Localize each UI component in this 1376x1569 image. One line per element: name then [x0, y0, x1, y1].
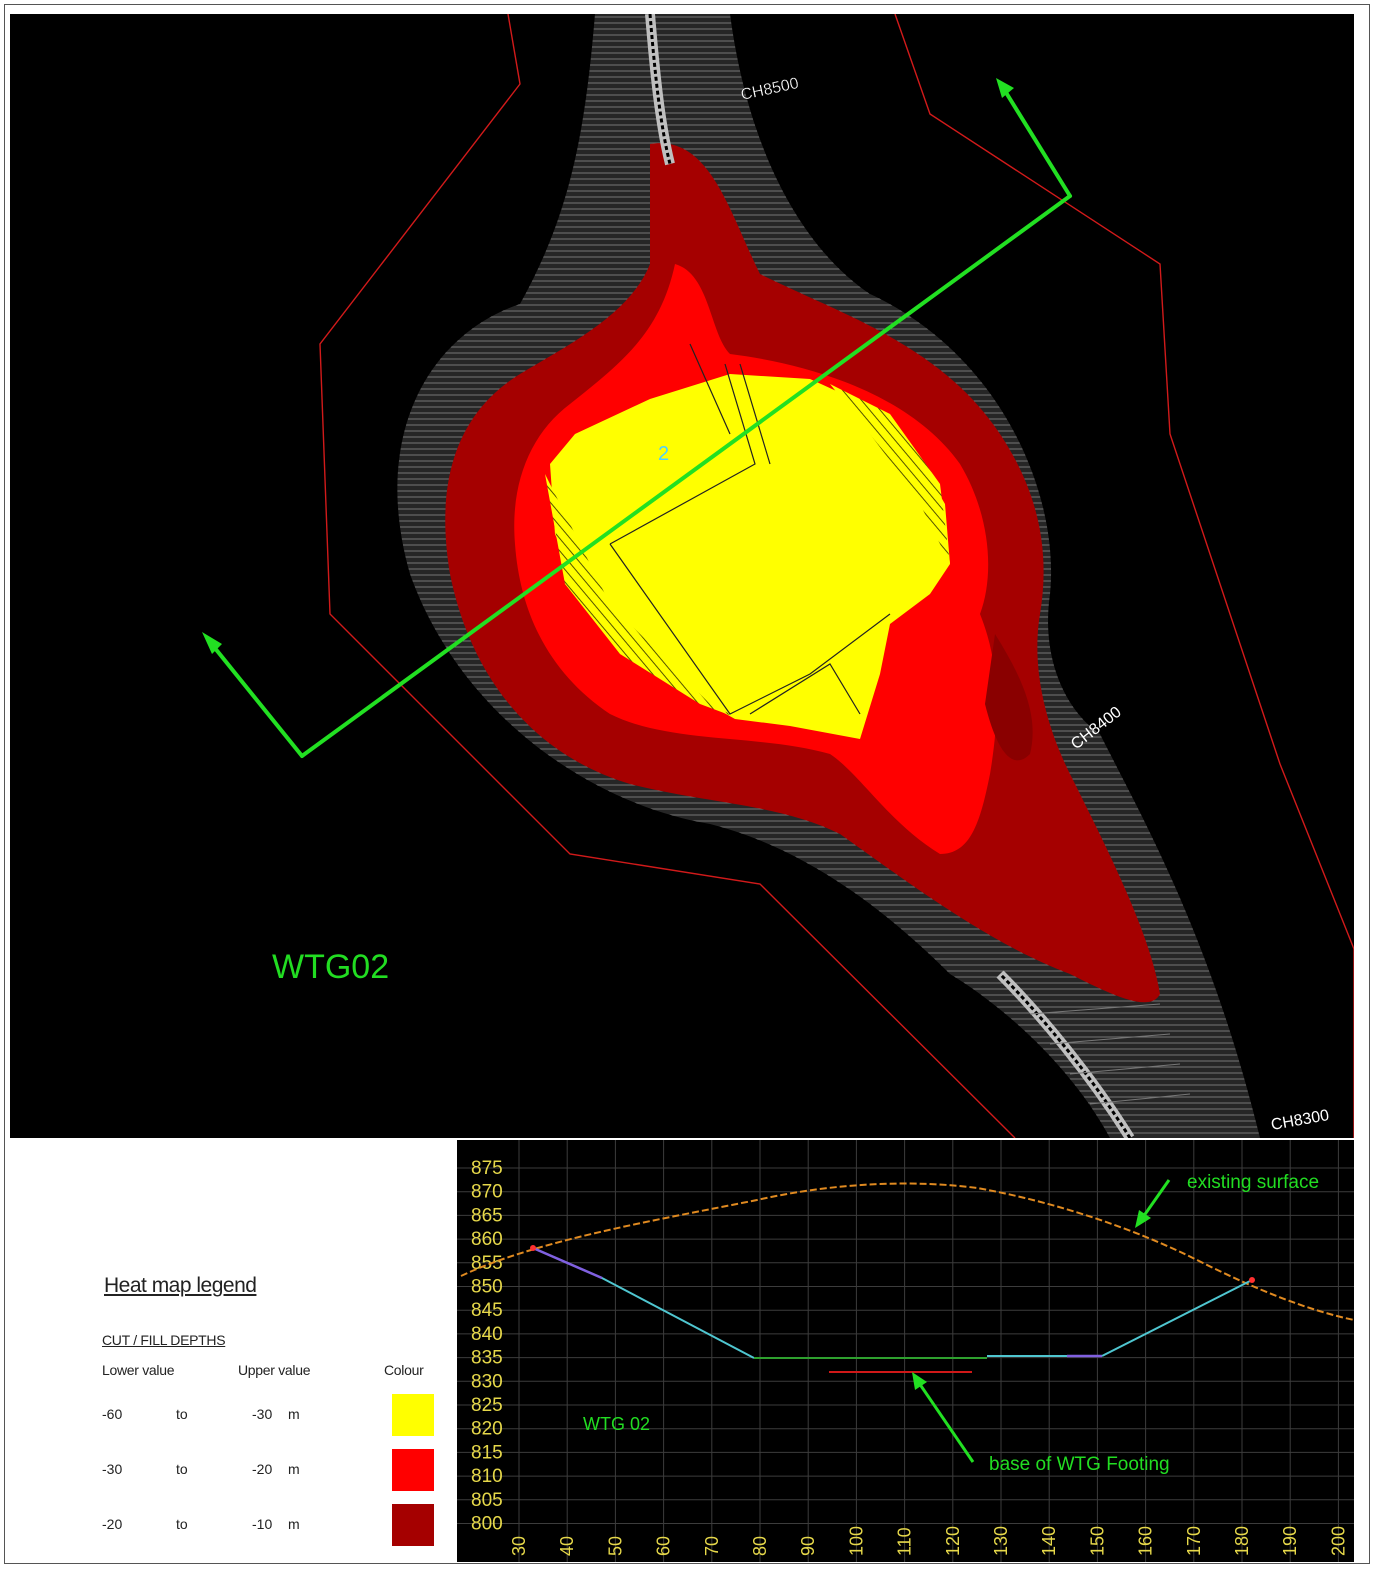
daylight-point-east — [1249, 1277, 1255, 1283]
design-batter-west-purple — [532, 1246, 603, 1280]
x-tick-label: 160 — [1136, 1526, 1156, 1556]
turbine-number: 2 — [658, 443, 669, 465]
profile-svg: 8758708658608558508458408358308258208158… — [457, 1140, 1355, 1562]
x-tick-label: 70 — [702, 1536, 722, 1556]
legend-row-1-unit: m — [288, 1406, 300, 1422]
y-tick-label: 845 — [471, 1300, 503, 1321]
profile-wtg-label: WTG 02 — [583, 1414, 650, 1434]
figure-frame — [4, 4, 1370, 1564]
section-arrow-northeast — [996, 78, 1014, 98]
legend-row-1-lower: -60 — [102, 1406, 123, 1422]
x-tick-label: 30 — [509, 1536, 529, 1556]
legend-title: Heat map legend — [104, 1274, 257, 1297]
y-tick-label: 835 — [471, 1348, 503, 1369]
y-tick-label: 810 — [471, 1466, 503, 1487]
legend-row-3-unit: m — [288, 1516, 300, 1532]
x-tick-label: 50 — [605, 1536, 625, 1556]
x-tick-label: 40 — [557, 1536, 577, 1556]
cut-deep-hatched-slope-east — [830, 384, 950, 564]
legend-row-2-to: to — [176, 1461, 188, 1477]
y-tick-label: 855 — [471, 1253, 503, 1274]
x-tick-label: 60 — [654, 1536, 674, 1556]
profile-y-ticks: 8758708658608558508458408358308258208158… — [471, 1158, 503, 1535]
profile-grid — [457, 1140, 1354, 1562]
cross-section-profile: 875 870 865 860 855 850 845 840 835 830 825 820 815 8… — [457, 1140, 1355, 1562]
legend-row-3-upper: -10 — [252, 1516, 273, 1532]
legend-row-3-swatch — [392, 1504, 434, 1546]
y-tick-label: 875 — [471, 1158, 503, 1179]
x-tick-label: 80 — [750, 1536, 770, 1556]
design-batter-east — [1101, 1279, 1253, 1357]
y-tick-label: 870 — [471, 1182, 503, 1203]
existing-surface-arrowhead — [1135, 1210, 1151, 1228]
x-tick-label: 150 — [1087, 1526, 1107, 1556]
y-tick-label: 825 — [471, 1395, 503, 1416]
cut-deep-hatched-slope — [545, 474, 740, 719]
road-lower-section — [1029, 1003, 1191, 1105]
x-tick-label: 120 — [943, 1526, 963, 1556]
section-line — [208, 84, 1072, 758]
y-tick-label: 820 — [471, 1419, 503, 1440]
existing-surface-line — [460, 1182, 1355, 1321]
x-tick-label: 100 — [846, 1526, 866, 1556]
x-tick-label: 110 — [895, 1527, 915, 1556]
legend-row-1-to: to — [176, 1406, 188, 1422]
legend-row-3-to: to — [176, 1516, 188, 1532]
footing-arrowhead — [912, 1372, 927, 1390]
heat-map-legend: Heat map legend CUT / FILL DEPTHS Lower … — [96, 1262, 446, 1552]
profile-x-ticks: 30 40 50 60 70 80 90 100 110 120 130 140 150 160 170 18… — [509, 1526, 1348, 1556]
x-tick-label: 170 — [1184, 1526, 1204, 1556]
footing-label: base of WTG Footing — [989, 1454, 1170, 1475]
x-tick-label: 180 — [1232, 1526, 1252, 1556]
annotation-arrows — [915, 1179, 1171, 1463]
y-tick-label: 860 — [471, 1229, 503, 1250]
existing-surface-label: existing surface — [1187, 1172, 1319, 1193]
x-tick-label: 190 — [1280, 1526, 1300, 1556]
legend-row-1-upper: -30 — [252, 1406, 273, 1422]
wtg-label: WTG02 — [272, 948, 389, 986]
x-tick-label: 130 — [991, 1526, 1011, 1556]
y-tick-label: 815 — [471, 1442, 503, 1463]
chainage-label-3: CH8300 — [1270, 1107, 1331, 1134]
access-road — [645, 13, 1135, 1141]
section-arrow-southwest — [202, 632, 222, 654]
y-tick-label: 850 — [471, 1277, 503, 1298]
legend-col-colour: Colour — [384, 1362, 424, 1378]
legend-row-3-lower: -20 — [102, 1516, 123, 1532]
y-tick-label: 830 — [471, 1371, 503, 1392]
legend-row-2-lower: -30 — [102, 1461, 123, 1477]
design-batter-west — [532, 1247, 755, 1359]
legend-row-2-upper: -20 — [252, 1461, 273, 1477]
legend-subtitle: CUT / FILL DEPTHS — [102, 1332, 226, 1348]
y-tick-label: 800 — [471, 1514, 503, 1535]
daylight-point-west — [530, 1245, 536, 1251]
y-tick-label: 865 — [471, 1205, 503, 1226]
legend-col-upper: Upper value — [238, 1362, 311, 1378]
plan-view-svg: 2 WTG02 CH8500 CH8400 CH8300 — [202, 13, 1355, 1141]
legend-row-2-unit: m — [288, 1461, 300, 1477]
legend-row-2-swatch — [392, 1449, 434, 1491]
cut-shallow-inset — [985, 634, 1033, 761]
hardstand-outline — [609, 343, 891, 715]
x-tick-label: 200 — [1328, 1526, 1348, 1556]
y-tick-label: 840 — [471, 1324, 503, 1345]
chainage-label-1: CH8500 — [739, 75, 800, 104]
legend-col-lower: Lower value — [102, 1362, 175, 1378]
x-tick-label: 90 — [798, 1536, 818, 1556]
y-tick-label: 805 — [471, 1490, 503, 1511]
plan-view-map: 2 WTG02 CH8500 CH8400 CH8300 — [10, 13, 1355, 1141]
x-tick-label: 140 — [1039, 1526, 1059, 1556]
legend-row-1-swatch — [392, 1394, 434, 1436]
